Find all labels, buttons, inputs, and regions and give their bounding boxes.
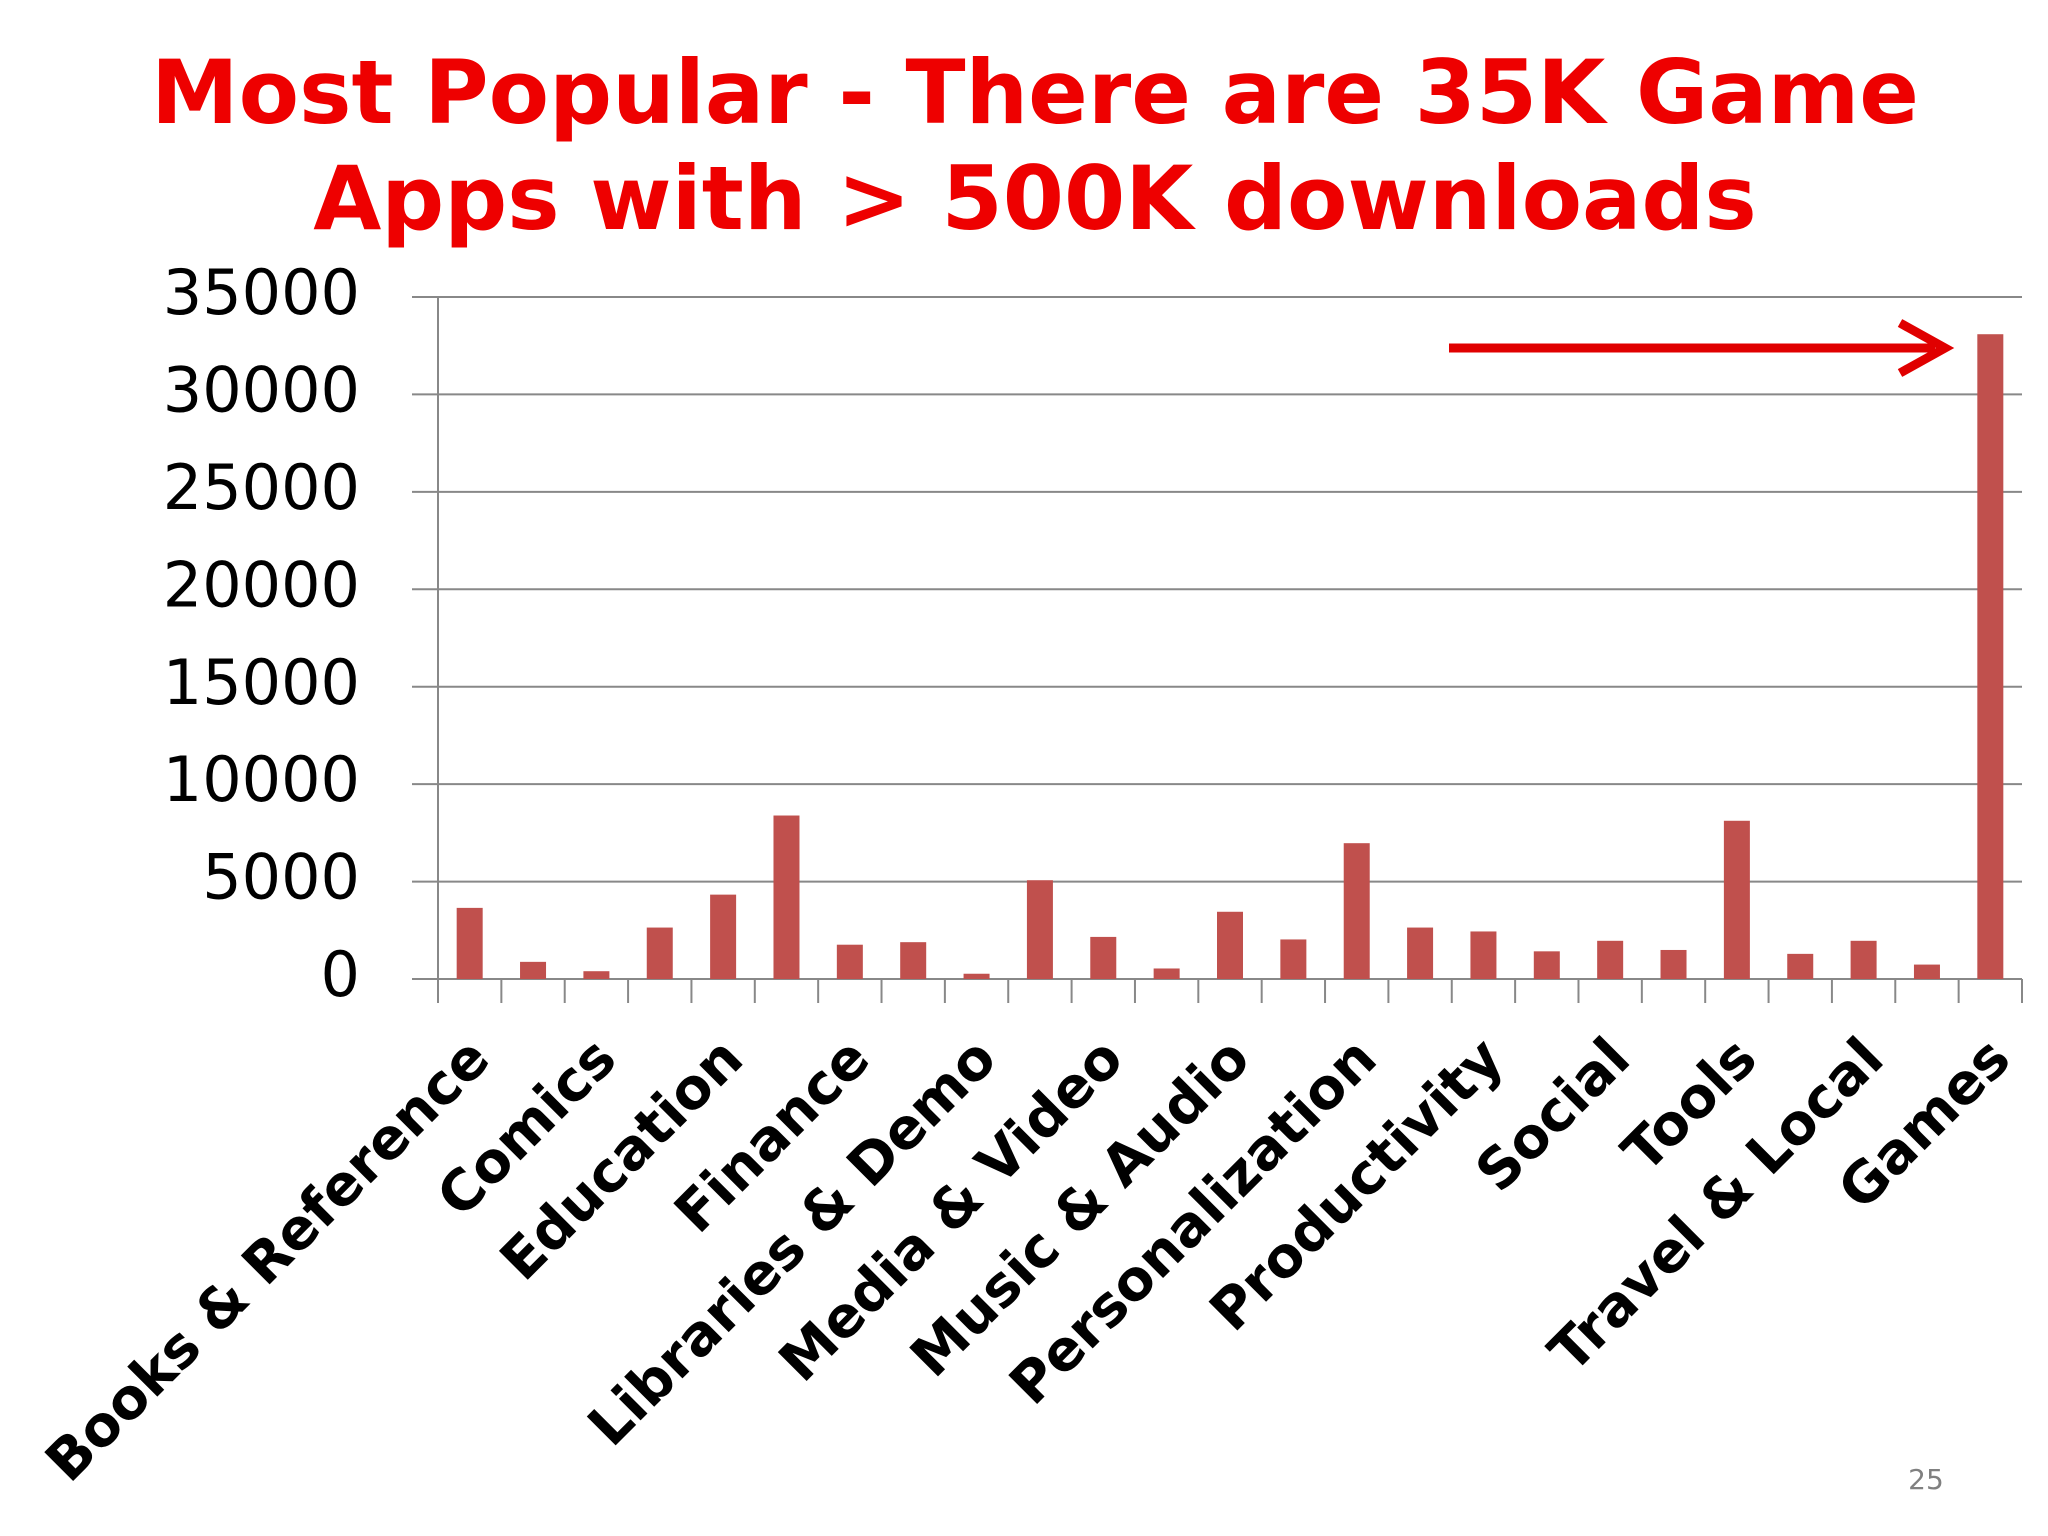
y-tick-label: 0 <box>321 938 360 1011</box>
y-tick-label: 25000 <box>163 451 360 524</box>
bar <box>1787 953 1814 979</box>
bar <box>1977 334 2004 979</box>
bar <box>1723 820 1750 979</box>
y-tick-label: 20000 <box>163 548 360 621</box>
bar <box>1090 936 1117 979</box>
bar <box>1343 843 1370 979</box>
x-tick-label: Books & Reference <box>33 1026 502 1495</box>
y-tick-label: 30000 <box>163 354 360 427</box>
bar <box>1850 940 1877 979</box>
bar <box>1280 939 1307 979</box>
bar <box>646 927 673 979</box>
bar <box>456 907 483 979</box>
bar <box>836 944 863 979</box>
bar <box>1217 911 1243 979</box>
bar <box>773 815 800 979</box>
bar <box>1407 927 1434 979</box>
chart-title-line: Apps with > 500K downloads <box>313 147 1757 250</box>
y-tick-label: 5000 <box>202 841 360 914</box>
bar <box>1153 968 1180 979</box>
bar <box>1026 880 1053 979</box>
bar <box>583 971 610 979</box>
bar <box>963 973 990 979</box>
bar <box>900 942 927 979</box>
page-number: 25 <box>1908 1463 1944 1496</box>
y-tick-label: 35000 <box>163 256 360 329</box>
y-tick-label: 10000 <box>163 743 360 816</box>
annotation-arrowhead <box>1897 319 1955 377</box>
bar <box>1597 940 1624 979</box>
bar <box>520 961 547 979</box>
chart-title: Most Popular - There are 35K Game <box>151 41 1919 144</box>
bar <box>1533 951 1560 979</box>
bar <box>1660 949 1687 979</box>
bar <box>710 894 737 979</box>
bar <box>1470 931 1497 979</box>
bar <box>1913 964 1940 979</box>
y-tick-label: 15000 <box>163 646 360 719</box>
